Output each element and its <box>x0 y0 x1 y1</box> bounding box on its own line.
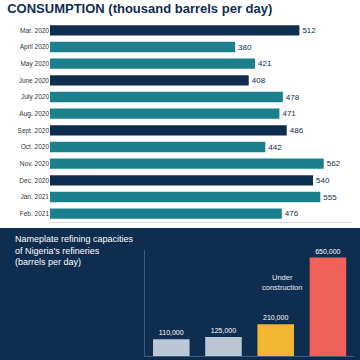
svg-text:110,000: 110,000 <box>159 329 184 336</box>
svg-text:540: 540 <box>316 176 330 185</box>
svg-text:Underconstruction: Underconstruction <box>262 273 302 292</box>
svg-text:471: 471 <box>282 109 296 118</box>
svg-text:Aug. 2020: Aug. 2020 <box>19 110 49 118</box>
svg-text:Nameplate refining capacitieso: Nameplate refining capacitiesof Nigeria'… <box>15 234 134 267</box>
svg-text:Nov. 2020: Nov. 2020 <box>20 160 50 167</box>
svg-text:125,000: 125,000 <box>211 327 236 334</box>
svg-text:380: 380 <box>238 43 252 52</box>
svg-text:476: 476 <box>285 209 299 218</box>
svg-text:April 2020: April 2020 <box>20 43 50 51</box>
svg-text:650,000: 650,000 <box>315 248 340 255</box>
svg-text:June 2020: June 2020 <box>19 77 50 84</box>
svg-text:Sept. 2020: Sept. 2020 <box>18 127 50 135</box>
svg-text:Feb. 2021: Feb. 2021 <box>20 210 50 217</box>
svg-text:CONSUMPTION (thousand barrels: CONSUMPTION (thousand barrels per day) <box>7 1 272 16</box>
svg-text:408: 408 <box>252 76 266 85</box>
svg-text:Mar. 2020: Mar. 2020 <box>20 27 49 34</box>
svg-text:512: 512 <box>302 26 316 35</box>
svg-text:478: 478 <box>286 93 300 102</box>
svg-text:486: 486 <box>290 126 304 135</box>
svg-text:210,000: 210,000 <box>263 314 288 321</box>
svg-text:July 2020: July 2020 <box>21 93 49 101</box>
svg-text:555: 555 <box>323 193 337 202</box>
svg-text:Jan. 2021: Jan. 2021 <box>20 193 49 200</box>
svg-text:Oct. 2020: Oct. 2020 <box>21 143 50 150</box>
svg-text:562: 562 <box>327 159 341 168</box>
svg-text:Dec. 2020: Dec. 2020 <box>19 177 49 184</box>
svg-text:442: 442 <box>268 143 282 152</box>
svg-text:May 2020: May 2020 <box>20 60 49 68</box>
svg-text:421: 421 <box>258 59 272 68</box>
